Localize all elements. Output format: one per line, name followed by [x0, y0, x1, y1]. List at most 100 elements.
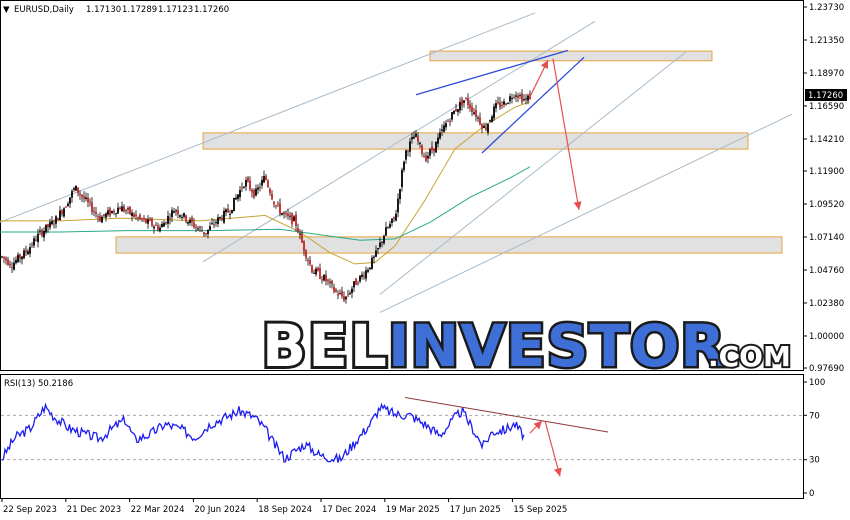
- candle-body: [177, 209, 179, 215]
- candle: [445, 120, 447, 131]
- candle: [427, 151, 429, 164]
- candle: [55, 215, 57, 229]
- candle-body: [327, 279, 329, 282]
- candle-body: [517, 95, 519, 98]
- candle: [479, 112, 481, 126]
- candle-body: [247, 177, 249, 182]
- y-tick-label: 0.97690: [809, 364, 844, 374]
- x-tick-label: 22 Mar 2024: [131, 505, 185, 515]
- candle: [39, 226, 41, 235]
- candle: [313, 269, 315, 274]
- rsi-arrow-1-head: [533, 420, 542, 430]
- candle: [63, 207, 65, 219]
- candle-body: [463, 100, 465, 103]
- candle: [415, 130, 417, 138]
- candle-body: [7, 259, 9, 265]
- candle: [277, 201, 279, 208]
- candle: [343, 291, 345, 303]
- candle-body: [121, 206, 123, 212]
- candle-body: [165, 222, 167, 224]
- candle: [361, 271, 363, 280]
- candle-body: [245, 179, 247, 187]
- candle: [403, 160, 405, 173]
- candle: [9, 260, 11, 269]
- candle: [75, 185, 77, 192]
- candle-body: [479, 117, 481, 125]
- candle-body: [417, 136, 419, 142]
- candle: [517, 92, 519, 103]
- candle-body: [215, 222, 217, 224]
- candle: [395, 209, 397, 222]
- candle-body: [263, 175, 265, 183]
- candle: [141, 217, 143, 222]
- candle: [287, 208, 289, 220]
- candle: [73, 186, 75, 192]
- candle-body: [335, 289, 337, 292]
- candle: [79, 190, 81, 200]
- candle-body: [249, 180, 251, 190]
- y-tick-label: 1.21350: [809, 36, 844, 46]
- candle: [91, 196, 93, 216]
- candle: [189, 217, 191, 226]
- candle-body: [211, 223, 213, 225]
- resistance-zone-1: [429, 50, 713, 62]
- candle: [279, 198, 281, 217]
- candle: [149, 217, 151, 222]
- candle-body: [355, 278, 357, 285]
- candle: [143, 215, 145, 223]
- candle-body: [119, 208, 121, 210]
- candle: [181, 214, 183, 221]
- candle-body: [79, 193, 81, 195]
- candle: [503, 98, 505, 108]
- candle-body: [209, 226, 211, 231]
- x-tick-label: 19 Mar 2025: [386, 505, 440, 515]
- candle: [443, 121, 445, 133]
- candle-body: [399, 189, 401, 200]
- candle-body: [241, 187, 243, 189]
- candle: [251, 188, 253, 198]
- candle-body: [389, 223, 391, 228]
- candle-body: [271, 194, 273, 200]
- candle: [29, 243, 31, 258]
- candle-body: [115, 213, 117, 215]
- candle-body: [429, 149, 431, 156]
- rsi-arrow-2: [544, 420, 561, 477]
- candle: [115, 212, 117, 218]
- candle-body: [497, 102, 499, 104]
- candle: [35, 235, 37, 242]
- candle-body: [237, 194, 239, 199]
- candle: [81, 194, 83, 203]
- candle: [487, 123, 489, 136]
- candle: [493, 103, 495, 122]
- candle: [229, 209, 231, 220]
- trend-line-4: [379, 113, 793, 313]
- candle-body: [95, 211, 97, 214]
- candle-body: [31, 244, 33, 246]
- candle-body: [331, 280, 333, 285]
- candle-body: [323, 274, 325, 281]
- candle-body: [91, 202, 93, 213]
- candle-body: [385, 227, 387, 236]
- candle: [109, 206, 111, 218]
- candle-body: [395, 213, 397, 221]
- candle: [407, 149, 409, 157]
- candle: [47, 223, 49, 233]
- candle-body: [445, 123, 447, 128]
- candle: [191, 215, 193, 227]
- candle-body: [505, 103, 507, 106]
- candle: [333, 283, 335, 294]
- candle: [275, 204, 277, 209]
- candle: [239, 185, 241, 201]
- candle: [57, 217, 59, 221]
- y-tick-label: 1.02380: [809, 299, 844, 309]
- candle-body: [375, 250, 377, 257]
- candle-body: [239, 189, 241, 198]
- candle-body: [75, 185, 77, 191]
- candle-body: [321, 279, 323, 281]
- forecast-arrow-2-head: [573, 201, 582, 210]
- candle: [193, 218, 195, 229]
- candle-body: [259, 187, 261, 189]
- candle-body: [397, 198, 399, 213]
- candle-body: [133, 213, 135, 218]
- candle: [21, 256, 23, 265]
